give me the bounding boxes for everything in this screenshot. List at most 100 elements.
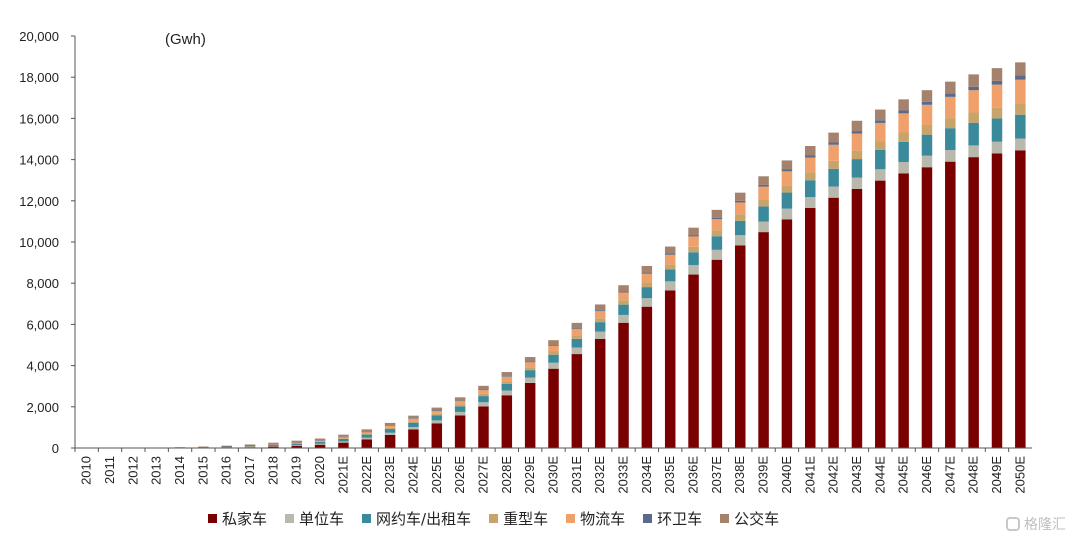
legend-swatch: [489, 514, 499, 523]
x-tick-label: 2010: [79, 456, 94, 485]
legend-label: 重型车: [503, 510, 549, 528]
bar-segment: [431, 407, 443, 411]
bar-segment: [688, 236, 699, 247]
x-tick-label: 2032E: [592, 456, 607, 494]
legend-swatch: [566, 514, 576, 523]
bar-segment: [454, 415, 466, 448]
bar-segment: [688, 265, 699, 275]
bar-segment: [291, 442, 302, 444]
legend-label: 私家车: [222, 510, 268, 528]
x-tick-label: 2046E: [919, 456, 934, 494]
bar-segment: [524, 370, 536, 378]
bar-segment: [921, 134, 933, 156]
bar-segment: [968, 157, 979, 449]
x-axis: 2010 2011 2012 2013 2014 2015 2016 2017 2018 2019…: [74, 447, 1032, 494]
bar-segment: [478, 393, 489, 397]
unit-label: (Gwh): [165, 31, 206, 48]
legend-item: 物流车: [566, 508, 625, 529]
bar-segment: [618, 322, 629, 448]
bar-segment: [594, 322, 606, 332]
bar-segment: [571, 329, 583, 336]
x-tick-label: 2035E: [662, 456, 677, 494]
legend-label: 单位车: [299, 510, 345, 528]
bar-segment: [221, 445, 232, 447]
bar-segment: [991, 141, 1003, 154]
bar-segment: [384, 427, 396, 430]
bar-segment: [921, 167, 933, 449]
bar-segment: [594, 338, 606, 448]
bar-segment: [408, 421, 419, 423]
bar-segment: [361, 431, 373, 433]
bar-segment: [338, 438, 349, 439]
bar-segment: [268, 442, 279, 444]
bar-segment: [921, 155, 933, 168]
bar-segment: [875, 149, 886, 170]
bar-segment: [291, 443, 302, 444]
bar-segment: [478, 396, 489, 403]
bar-segment: [945, 161, 956, 448]
bar-segment: [314, 444, 326, 448]
bar-segment: [361, 429, 373, 432]
bar-segment: [851, 177, 863, 189]
bar-segment: [968, 145, 979, 158]
legend: 私家车 单位车 网约车/出租车 重型车 物流车 环卫车 公交车: [208, 508, 779, 529]
x-tick-label: 2045E: [896, 456, 911, 494]
bar-segment: [828, 144, 839, 161]
bar-segment: [711, 217, 723, 220]
watermark-logo-icon: [1006, 517, 1020, 531]
bar-segment: [314, 443, 326, 445]
bar-segment: [408, 429, 419, 448]
bar-segment: [688, 274, 699, 448]
bar-segment: [524, 361, 536, 363]
x-tick-label: 2036E: [686, 456, 701, 494]
bar-segment: [571, 338, 583, 348]
bar-segment: [618, 304, 629, 315]
legend-label: 公交车: [734, 510, 780, 528]
bar-segment: [594, 304, 606, 311]
x-tick-label: 2025E: [429, 456, 444, 494]
bar-segment: [314, 438, 326, 441]
bar-segment: [921, 104, 933, 125]
x-tick-label: 2031E: [569, 456, 584, 494]
bar-segment: [781, 192, 793, 209]
bar-segment: [991, 118, 1003, 142]
bar-segment: [991, 80, 1003, 85]
bar-segment: [734, 220, 746, 236]
bar-segment: [198, 446, 209, 448]
bar-segment: [594, 310, 606, 312]
bar-segment: [594, 331, 606, 339]
bar-segment: [898, 110, 909, 114]
bar-segment: [268, 444, 279, 446]
bar-segment: [1015, 103, 1026, 115]
bar-segment: [828, 132, 839, 143]
bar-segment: [1015, 79, 1026, 104]
bar-segment: [548, 345, 559, 352]
bar-segment: [875, 120, 886, 123]
bar-segment: [828, 197, 839, 448]
x-tick-label: 2028E: [499, 456, 514, 494]
bar-segment: [571, 328, 583, 330]
y-tick-label: 6,000: [26, 317, 59, 332]
bar-segment: [641, 273, 653, 283]
bar-segment: [454, 404, 466, 407]
bar-segment: [664, 290, 676, 448]
bar-segment: [781, 185, 793, 193]
bar-segment: [968, 74, 979, 87]
bar-segment: [875, 109, 886, 121]
bar-segment: [618, 314, 629, 323]
bar-segment: [711, 259, 723, 448]
x-tick-label: 2011: [102, 456, 117, 484]
bar-segment: [361, 431, 373, 434]
bar-segment: [805, 197, 816, 209]
bar-segment: [618, 300, 629, 305]
bar-segment: [338, 438, 349, 442]
x-tick-label: 2038E: [732, 456, 747, 494]
bar-segment: [945, 93, 956, 97]
bar-segment: [548, 362, 559, 369]
bar-segment: [641, 287, 653, 299]
bar-segment: [384, 422, 396, 426]
x-tick-label: 2021E: [335, 456, 350, 494]
bar-segment: [851, 120, 863, 132]
bar-segment: [991, 84, 1003, 108]
bar-segment: [431, 410, 443, 414]
